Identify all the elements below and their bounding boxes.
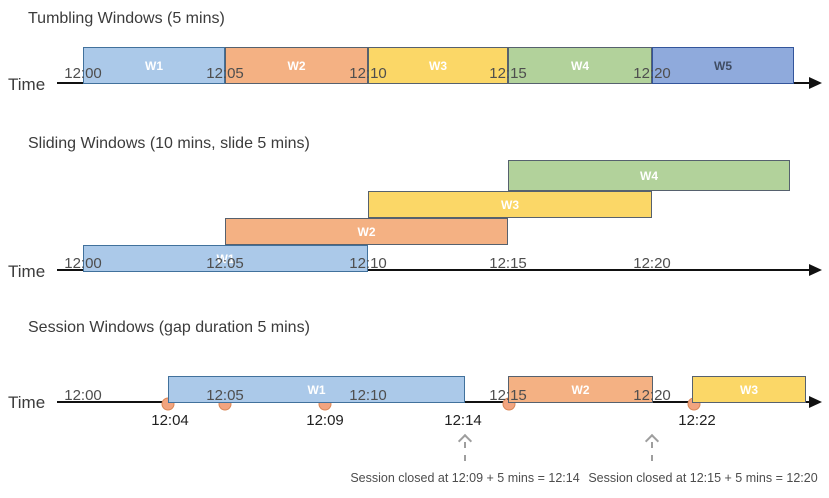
window-label: W2 <box>287 58 306 73</box>
sliding-window-w1: W1 <box>83 245 368 272</box>
axis-arrowhead-icon <box>809 396 822 408</box>
event-time-label: 12:09 <box>306 412 344 429</box>
tumbling-window-w3: W3 <box>368 47 508 84</box>
tick-label: 12:20 <box>633 65 671 82</box>
window-label: W1 <box>216 251 235 266</box>
window-label: W2 <box>357 224 376 239</box>
dashed-line <box>464 442 466 461</box>
session-close-arrow <box>644 433 660 461</box>
event-time-label: 12:22 <box>678 412 716 429</box>
session-window-w1: W1 <box>168 376 465 403</box>
tick-label: 12:10 <box>349 255 387 272</box>
tick-label: 12:00 <box>64 387 102 404</box>
section-title-sliding: Sliding Windows (10 mins, slide 5 mins) <box>28 135 310 152</box>
tick-label: 12:00 <box>64 255 102 272</box>
tick-label: 12:05 <box>206 387 244 404</box>
axis-arrowhead-icon <box>809 264 822 276</box>
axis-arrowhead-icon <box>809 77 822 89</box>
time-axis-label: Time <box>8 262 46 281</box>
window-label: W1 <box>145 58 163 73</box>
tumbling-window-w1: W1 <box>83 47 225 84</box>
arrow-up-icon <box>457 433 473 449</box>
tick-label: 12:15 <box>489 255 527 272</box>
dashed-line <box>651 442 653 461</box>
window-label: W4 <box>640 168 658 183</box>
session-window-w3: W3 <box>692 376 806 403</box>
sliding-window-w3: W3 <box>368 191 652 218</box>
tick-label: 12:05 <box>206 65 244 82</box>
tick-label: 12:00 <box>64 65 102 82</box>
tumbling-window-w4: W4 <box>508 47 652 84</box>
window-label: W3 <box>501 197 519 212</box>
tick-label: 12:20 <box>633 387 671 404</box>
window-label: W1 <box>307 382 326 397</box>
arrow-up-icon <box>644 433 660 449</box>
session-close-annotation: Session closed at 12:09 + 5 mins = 12:14 <box>350 471 580 485</box>
session-close-annotation: Session closed at 12:15 + 5 mins = 12:20 <box>588 471 818 485</box>
window-label: W4 <box>571 58 589 73</box>
session-close-arrow <box>457 433 473 461</box>
window-label: W2 <box>571 382 590 397</box>
time-axis-label: Time <box>8 393 46 412</box>
tick-label: 12:05 <box>206 255 244 272</box>
window-label: W3 <box>429 58 447 73</box>
section-title-session: Session Windows (gap duration 5 mins) <box>28 319 310 336</box>
sliding-window-w4: W4 <box>508 160 790 191</box>
sliding-window-w2: W2 <box>225 218 508 245</box>
window-label: W3 <box>740 382 758 397</box>
event-time-label: 12:04 <box>151 412 189 429</box>
tick-label: 12:15 <box>489 65 527 82</box>
event-time-label: 12:14 <box>444 412 482 429</box>
tumbling-window-w5: W5 <box>652 47 794 84</box>
time-axis-label: Time <box>8 75 46 94</box>
session-window-w2: W2 <box>508 376 653 403</box>
time-axis-line <box>57 269 811 271</box>
tick-label: 12:10 <box>349 387 387 404</box>
tick-label: 12:15 <box>489 387 527 404</box>
tumbling-window-w2: W2 <box>225 47 368 84</box>
window-label: W5 <box>714 58 732 73</box>
tick-label: 12:10 <box>349 65 387 82</box>
section-title-tumbling: Tumbling Windows (5 mins) <box>28 10 225 27</box>
tick-label: 12:20 <box>633 255 671 272</box>
